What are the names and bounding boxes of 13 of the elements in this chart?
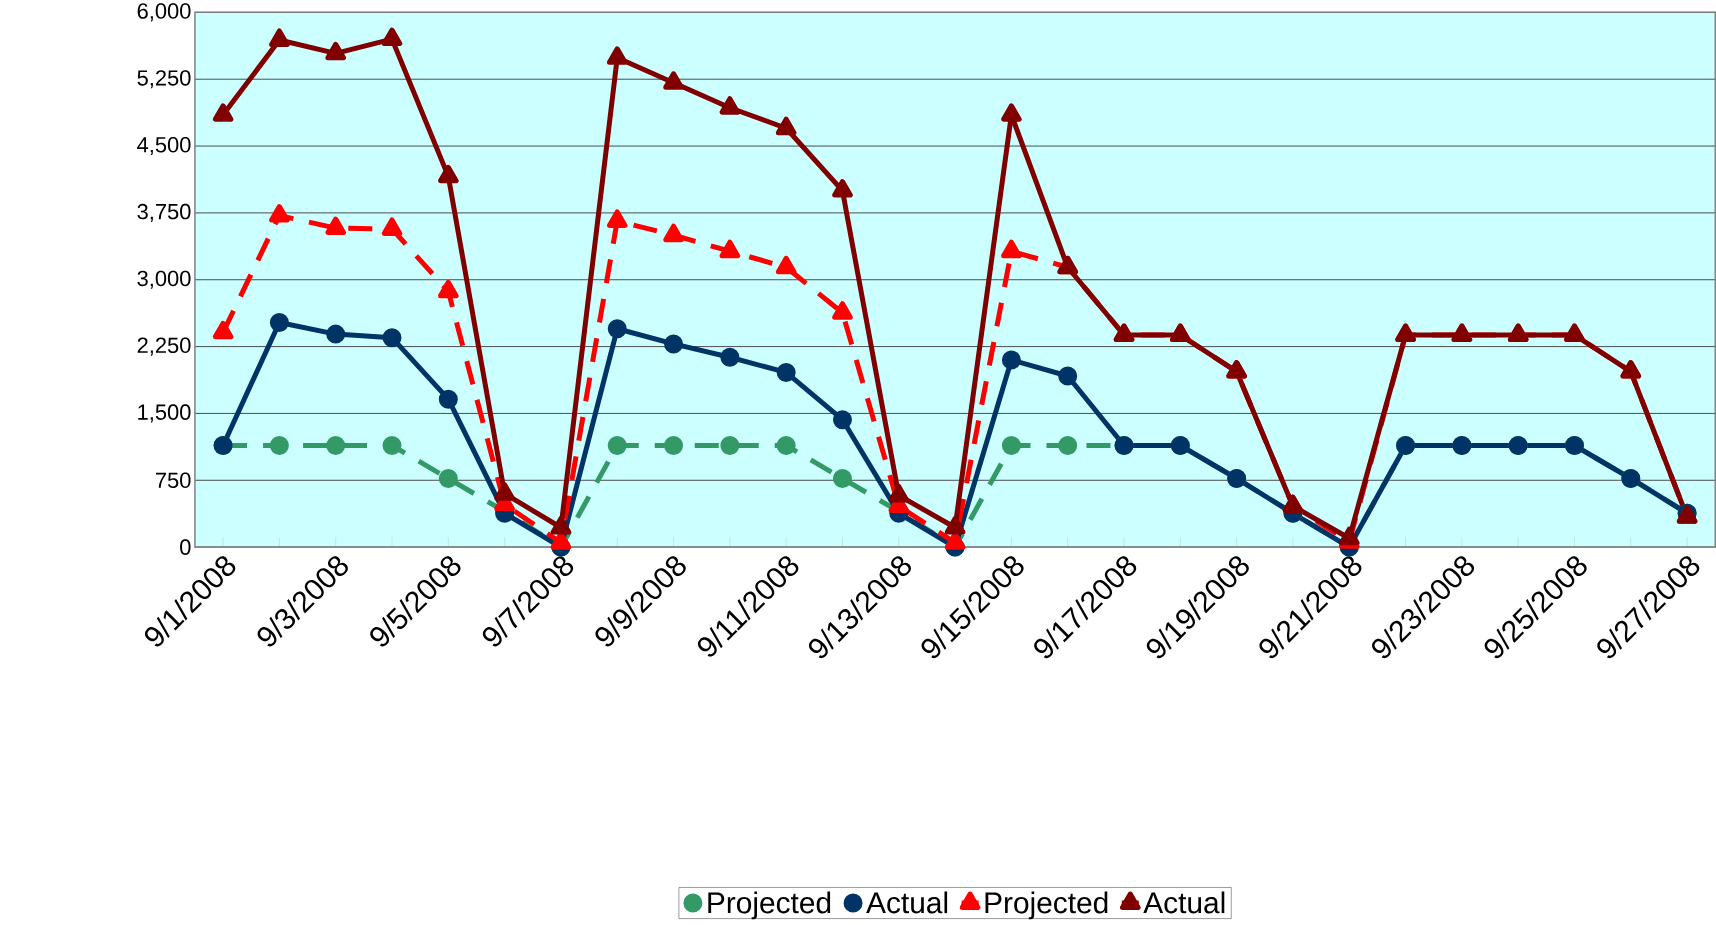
y-tick-label: 3,000	[137, 270, 191, 289]
y-tick-label: 4,500	[137, 137, 191, 156]
legend-label: Projected	[985, 891, 1108, 920]
legend-label: Projected	[708, 891, 831, 920]
y-tick-label: 5,250	[137, 70, 191, 89]
y-tick-label: 3,750	[137, 203, 191, 222]
legend-label: Actual	[1143, 891, 1225, 914]
y-tick-label: 2,250	[137, 337, 191, 356]
y-tick-label: 1,500	[138, 404, 191, 423]
y-tick-label: 6,000	[137, 3, 191, 22]
legend-label: Actual	[866, 891, 948, 914]
y-tick-label: 750	[155, 472, 191, 489]
y-tick-label: 0	[180, 539, 191, 555]
